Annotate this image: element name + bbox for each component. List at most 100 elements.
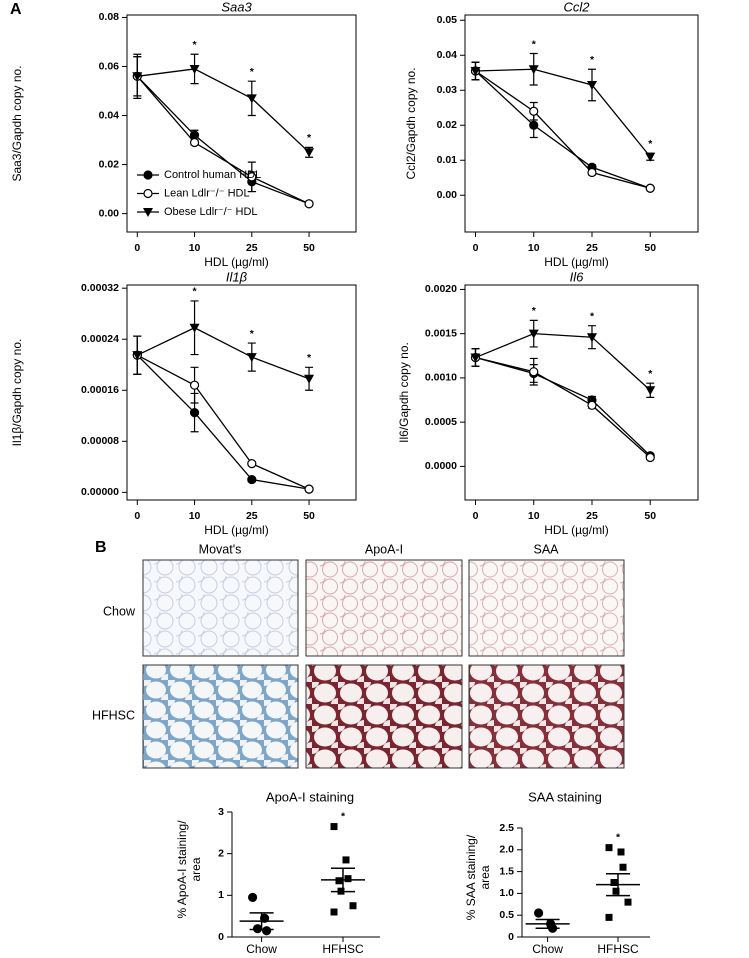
sem-bar	[606, 873, 630, 897]
series-line	[137, 327, 310, 380]
y-tick-label: 0.04	[437, 49, 458, 61]
chart-title: Ccl2	[563, 0, 590, 14]
marker	[304, 148, 315, 158]
histology-image	[305, 664, 463, 769]
marker	[253, 924, 263, 934]
y-tick-label: 2	[218, 847, 224, 859]
y-axis-label: area	[189, 857, 203, 881]
marker	[529, 367, 539, 377]
marker	[132, 72, 143, 82]
x-tick-label: 10	[528, 510, 540, 522]
y-tick-label: 0.00016	[81, 384, 119, 396]
x-axis-label: HDL (µg/ml)	[544, 255, 608, 269]
marker	[533, 908, 544, 918]
sem-bar	[535, 918, 560, 930]
marker	[330, 823, 338, 831]
x-tick-label: 25	[586, 510, 598, 522]
y-tick-label: 2.0	[499, 844, 514, 856]
marker	[610, 879, 618, 886]
marker	[349, 902, 357, 910]
marker	[587, 400, 597, 410]
y-tick-label: 0.02	[99, 158, 120, 170]
series-line	[137, 68, 310, 153]
marker	[330, 908, 338, 916]
column-label: Movat's	[199, 542, 242, 556]
x-tick-label: 10	[189, 242, 201, 254]
legend-marker	[143, 208, 153, 217]
chart-title: ApoA-I staining	[266, 789, 354, 804]
significance: *	[193, 286, 198, 298]
marker	[335, 877, 343, 885]
y-axis-label: % ApoA-I staining/	[175, 820, 189, 919]
y-tick-label: 0.02	[437, 119, 458, 131]
marker	[304, 484, 314, 494]
row-label: HFHSC	[92, 708, 135, 722]
x-axis-label: HDL (µg/ml)	[204, 255, 268, 269]
sem-bar	[331, 867, 355, 893]
marker	[189, 323, 200, 333]
histology-image	[468, 559, 625, 657]
x-axis-label: HDL (µg/ml)	[204, 523, 268, 537]
marker	[262, 926, 272, 936]
significance: *	[590, 54, 595, 66]
series-line	[475, 68, 651, 158]
x-tick-label: 0	[134, 510, 140, 522]
plot-frame	[464, 284, 699, 501]
significance: *	[590, 310, 595, 322]
chart-title: Saa3	[221, 0, 252, 14]
y-axis-label: Ccl2/Gapdh copy no.	[404, 67, 418, 179]
marker	[189, 64, 200, 74]
x-tick-label: 25	[586, 242, 598, 254]
marker	[344, 875, 352, 883]
histology-image	[142, 559, 299, 657]
legend-label: Lean Ldlr⁻/⁻ HDL	[164, 187, 250, 199]
marker	[645, 386, 656, 396]
chart-title: Il6	[570, 269, 585, 284]
marker	[304, 374, 315, 384]
marker	[645, 183, 655, 193]
x-tick-label: 25	[246, 510, 258, 522]
marker	[304, 199, 314, 209]
y-tick-label: 2.5	[499, 822, 514, 834]
marker	[470, 353, 481, 363]
y-tick-label: 0.04	[99, 109, 120, 121]
chart-title: Il1β	[226, 269, 248, 284]
significance: *	[250, 328, 255, 340]
marker	[586, 81, 597, 90]
x-tick-label: 50	[644, 510, 656, 522]
x-tick-label: 10	[528, 242, 540, 254]
column-label: SAA	[533, 542, 559, 556]
significance: *	[532, 305, 537, 317]
y-tick-label: 0.00	[437, 189, 458, 201]
significance: *	[307, 352, 312, 364]
marker	[529, 106, 539, 116]
x-tick-label: HFHSC	[597, 942, 639, 956]
y-tick-label: 0.05	[437, 14, 458, 26]
x-tick-label: 50	[303, 242, 315, 254]
y-tick-label: 0.00008	[81, 435, 119, 447]
significance: *	[616, 831, 621, 843]
y-tick-label: 0.0010	[425, 372, 457, 384]
y-tick-label: 0	[218, 931, 224, 943]
y-tick-label: 0.08	[99, 11, 120, 23]
series-line	[475, 70, 651, 189]
sem-bar	[249, 912, 274, 931]
y-tick-label: 0.00024	[81, 333, 119, 345]
plot-frame	[126, 284, 357, 501]
y-tick-label: 0	[508, 931, 514, 943]
marker	[189, 137, 200, 148]
marker	[605, 913, 613, 921]
x-tick-label: Chow	[532, 942, 563, 956]
marker	[645, 452, 655, 463]
panel-label: B	[95, 539, 107, 556]
series-line	[136, 75, 310, 205]
marker	[619, 863, 627, 871]
legend-marker	[143, 188, 153, 199]
legend-marker	[143, 170, 153, 180]
significance: *	[532, 38, 537, 50]
y-tick-label: 0.06	[99, 60, 120, 72]
y-axis-label: Il1β/Gapdh copy no.	[10, 339, 24, 447]
y-tick-label: 0.0005	[425, 416, 457, 428]
marker	[529, 120, 539, 130]
